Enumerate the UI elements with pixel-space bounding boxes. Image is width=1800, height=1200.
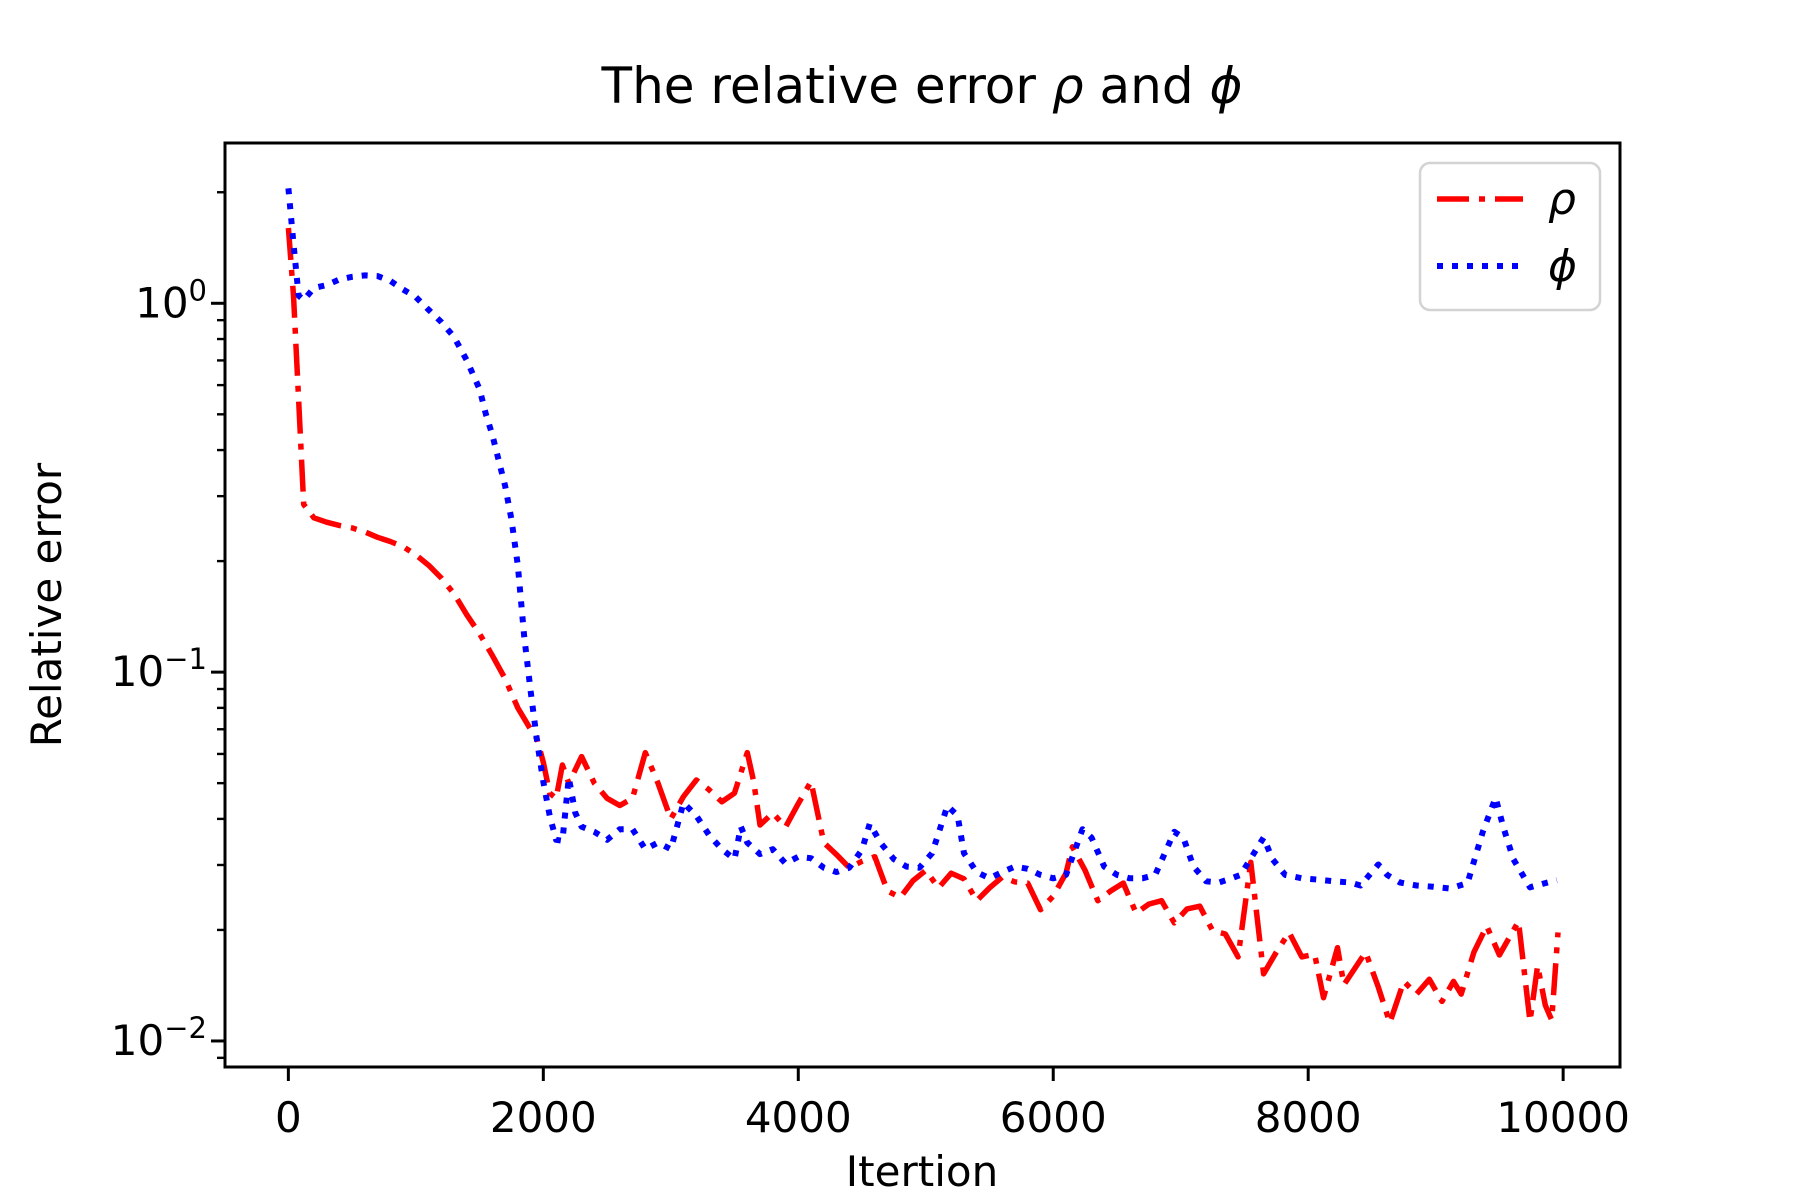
chart-title: The relative error ρ and ϕ <box>601 57 1243 115</box>
x-axis-ticks <box>286 1067 1565 1081</box>
x-tick-label: 4000 <box>745 1093 852 1142</box>
legend-rho-label: ρ <box>1548 174 1576 225</box>
y-tick-label: 10−1 <box>111 642 207 696</box>
x-tick-label: 0 <box>275 1093 302 1142</box>
x-axis-tick-labels: 0 2000 4000 6000 8000 10000 <box>275 1093 1630 1142</box>
x-tick-label: 8000 <box>1255 1093 1362 1142</box>
x-tick-label: 10000 <box>1496 1093 1630 1142</box>
y-axis-ticks <box>211 301 225 1043</box>
legend: ρ ϕ <box>1418 161 1602 312</box>
legend-phi-label: ϕ <box>1548 241 1577 292</box>
x-axis-label: Itertion <box>846 1147 998 1196</box>
plot-frame <box>223 141 1622 1069</box>
y-axis-label: Relative error <box>22 462 71 747</box>
series-rho-line <box>285 227 1561 1026</box>
y-axis-minor-ticks <box>217 191 225 1060</box>
series-phi-line <box>285 188 1558 892</box>
series-lines <box>285 188 1561 1026</box>
x-tick-label: 2000 <box>490 1093 597 1142</box>
x-tick-label: 6000 <box>1000 1093 1107 1142</box>
y-tick-label: 10−2 <box>111 1011 207 1065</box>
y-axis-tick-labels: 100 10−1 10−2 <box>111 273 207 1065</box>
y-tick-label: 100 <box>135 273 207 327</box>
